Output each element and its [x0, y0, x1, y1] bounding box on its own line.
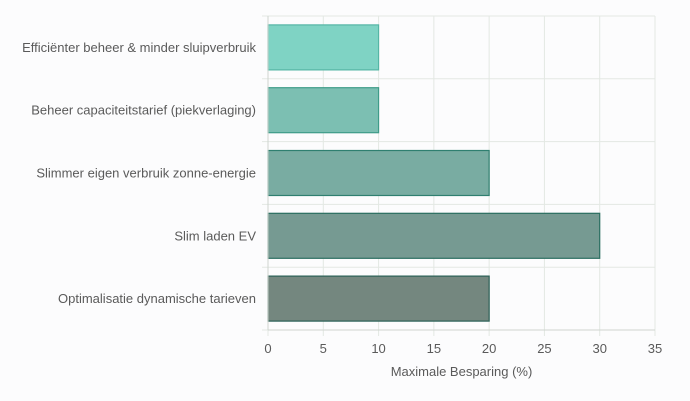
labels: 0 5 10 15 20 25 30 35 Efficiënter beheer & minde… [22, 40, 662, 356]
axes [267, 16, 655, 331]
x-tick-label: 20 [482, 341, 496, 356]
category-label: Efficiënter beheer & minder sluipverbrui… [22, 40, 256, 55]
category-label: Beheer capaciteitstarief (piekverlaging) [31, 103, 256, 118]
x-tick-label: 15 [427, 341, 441, 356]
category-label: Optimalisatie dynamische tarieven [58, 291, 256, 306]
bar [267, 149, 490, 197]
x-tick-label: 10 [371, 341, 385, 356]
x-tick-label: 25 [537, 341, 551, 356]
x-tick-label: 0 [264, 341, 271, 356]
x-axis-title: Maximale Besparing (%) [391, 364, 533, 379]
bar [267, 212, 601, 259]
bars [267, 24, 601, 322]
x-tick-label: 30 [592, 341, 606, 356]
x-tick-label: 5 [320, 341, 327, 356]
category-label: Slim laden EV [174, 228, 256, 243]
category-label: Slimmer eigen verbruik zonne-energie [36, 166, 256, 181]
bar [267, 87, 380, 134]
bar [267, 275, 490, 322]
x-tick-label: 35 [648, 341, 662, 356]
bar [267, 24, 380, 71]
